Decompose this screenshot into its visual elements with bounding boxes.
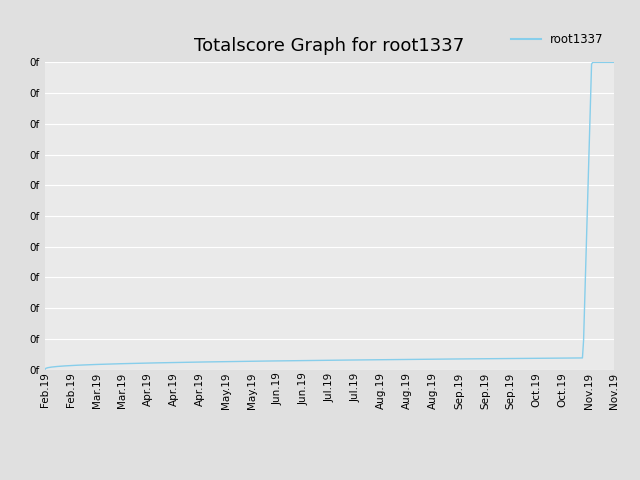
root1337 xyxy=(589,60,596,65)
Legend: root1337: root1337 xyxy=(507,28,609,51)
root1337 xyxy=(349,357,357,363)
Title: Totalscore Graph for root1337: Totalscore Graph for root1337 xyxy=(195,37,465,55)
root1337 xyxy=(315,358,323,363)
root1337 xyxy=(508,356,515,361)
root1337 xyxy=(598,60,605,65)
Line: root1337: root1337 xyxy=(45,62,614,370)
root1337 xyxy=(312,358,319,363)
root1337 xyxy=(611,60,618,65)
root1337 xyxy=(380,357,388,362)
root1337 xyxy=(41,367,49,372)
